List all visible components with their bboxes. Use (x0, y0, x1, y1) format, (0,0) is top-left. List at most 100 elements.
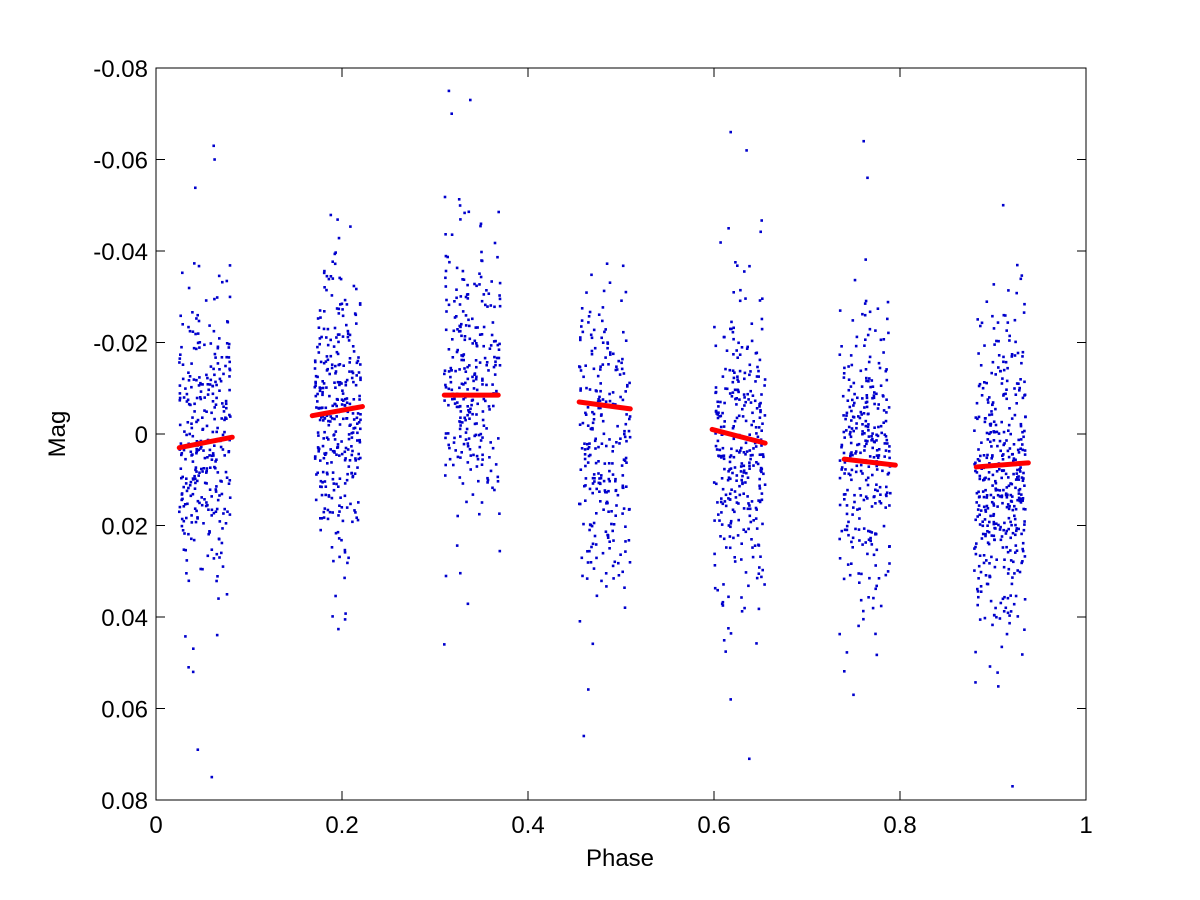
data-point (1002, 528, 1005, 532)
data-point (884, 573, 888, 577)
data-point (867, 465, 871, 468)
data-point (474, 326, 478, 329)
data-point (588, 310, 592, 314)
data-point (885, 411, 888, 414)
data-point (459, 416, 462, 419)
data-point (203, 343, 206, 347)
data-point (340, 538, 343, 542)
data-point (876, 307, 880, 310)
data-point (473, 434, 476, 438)
data-point (498, 281, 502, 285)
data-point (331, 471, 335, 474)
data-point (191, 330, 195, 333)
data-point (597, 445, 600, 449)
data-point (323, 269, 326, 273)
data-point (980, 321, 984, 325)
data-point (450, 369, 453, 372)
data-point (351, 371, 355, 375)
data-point (213, 352, 217, 356)
data-point (463, 338, 467, 342)
data-point (611, 564, 615, 568)
data-point (611, 473, 615, 476)
data-point (209, 365, 213, 368)
data-point (488, 408, 491, 411)
data-point (1005, 505, 1009, 509)
data-point (349, 502, 352, 506)
data-point (760, 575, 763, 579)
data-point (356, 431, 359, 435)
data-point (329, 338, 332, 342)
data-point (202, 449, 205, 452)
data-point (864, 258, 867, 261)
data-point (760, 429, 763, 432)
data-point (866, 497, 869, 500)
data-point (326, 343, 330, 347)
data-point (622, 507, 626, 510)
data-point (317, 434, 320, 437)
data-point (1023, 598, 1027, 601)
data-point (354, 511, 357, 514)
data-point (334, 402, 337, 406)
data-point (994, 423, 998, 427)
data-point (627, 539, 631, 542)
data-point (343, 482, 347, 485)
data-point (729, 467, 733, 470)
data-point (882, 351, 885, 354)
data-point (888, 545, 891, 548)
data-point (625, 461, 628, 464)
data-point (354, 313, 358, 317)
data-point (719, 241, 722, 244)
data-point (178, 361, 181, 364)
data-point (865, 379, 868, 383)
data-point (979, 585, 983, 588)
data-point (181, 529, 185, 532)
data-point (222, 512, 225, 515)
data-point (867, 538, 871, 541)
data-point (494, 339, 497, 343)
data-point (736, 534, 740, 537)
data-point (199, 397, 203, 401)
data-point (224, 402, 228, 406)
data-point (982, 495, 986, 499)
data-point (199, 383, 203, 386)
data-point (628, 417, 631, 421)
data-point (720, 511, 723, 514)
data-point (595, 594, 599, 598)
data-point (451, 356, 455, 359)
data-point (339, 496, 342, 499)
data-point (590, 524, 594, 528)
data-point (475, 365, 478, 369)
data-point (871, 396, 874, 400)
data-point (333, 417, 336, 421)
data-point (345, 417, 349, 420)
data-point (842, 493, 846, 496)
data-point (623, 432, 626, 436)
data-point (741, 482, 744, 486)
data-point (754, 445, 758, 448)
data-point (599, 382, 602, 385)
data-point (884, 449, 888, 452)
data-point (331, 511, 334, 514)
data-point (478, 512, 481, 516)
data-point (999, 538, 1003, 542)
data-point (735, 397, 738, 400)
data-point (355, 287, 358, 291)
data-point (215, 430, 218, 434)
data-point (579, 338, 582, 342)
data-point (858, 581, 861, 584)
data-point (351, 449, 354, 453)
data-point (357, 371, 361, 374)
data-point (180, 453, 183, 457)
data-point (320, 517, 324, 520)
data-point (842, 414, 845, 417)
data-point (195, 509, 198, 513)
data-point (847, 388, 851, 392)
data-point (458, 324, 461, 328)
data-point (863, 432, 866, 435)
data-point (461, 354, 465, 358)
data-point (225, 476, 229, 479)
data-point (742, 492, 745, 495)
data-point (848, 405, 852, 409)
data-point (749, 520, 753, 524)
y-tick-label: -0.04 (93, 239, 148, 266)
